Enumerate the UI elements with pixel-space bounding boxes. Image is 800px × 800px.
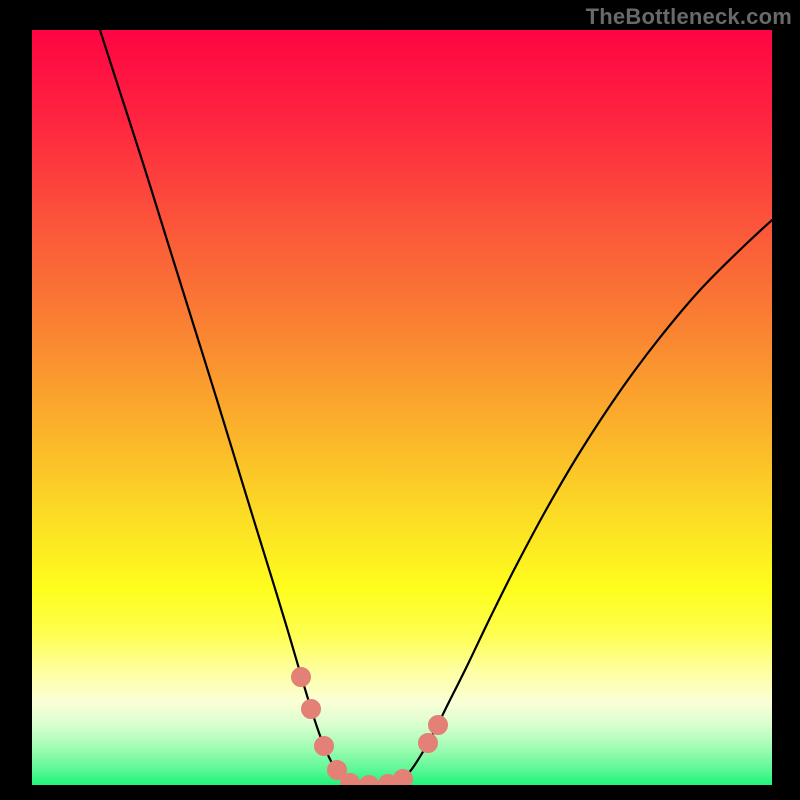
- marker-dot: [292, 668, 311, 687]
- marker-dot: [429, 716, 448, 735]
- marker-dot: [315, 737, 334, 756]
- gradient-background: [32, 30, 772, 785]
- marker-dot: [394, 770, 413, 786]
- watermark-text: TheBottleneck.com: [586, 4, 792, 30]
- marker-dot: [419, 734, 438, 753]
- marker-dot: [302, 700, 321, 719]
- chart-frame: TheBottleneck.com: [0, 0, 800, 800]
- plot-area: [32, 30, 772, 785]
